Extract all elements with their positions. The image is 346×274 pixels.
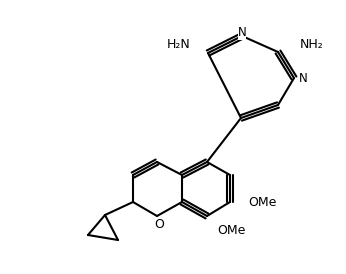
Text: NH₂: NH₂ bbox=[300, 38, 324, 50]
Text: OMe: OMe bbox=[217, 224, 245, 236]
Text: N: N bbox=[299, 72, 308, 84]
Text: OMe: OMe bbox=[248, 196, 276, 209]
Text: H₂N: H₂N bbox=[166, 39, 190, 52]
Text: O: O bbox=[154, 218, 164, 230]
Text: N: N bbox=[238, 27, 246, 39]
